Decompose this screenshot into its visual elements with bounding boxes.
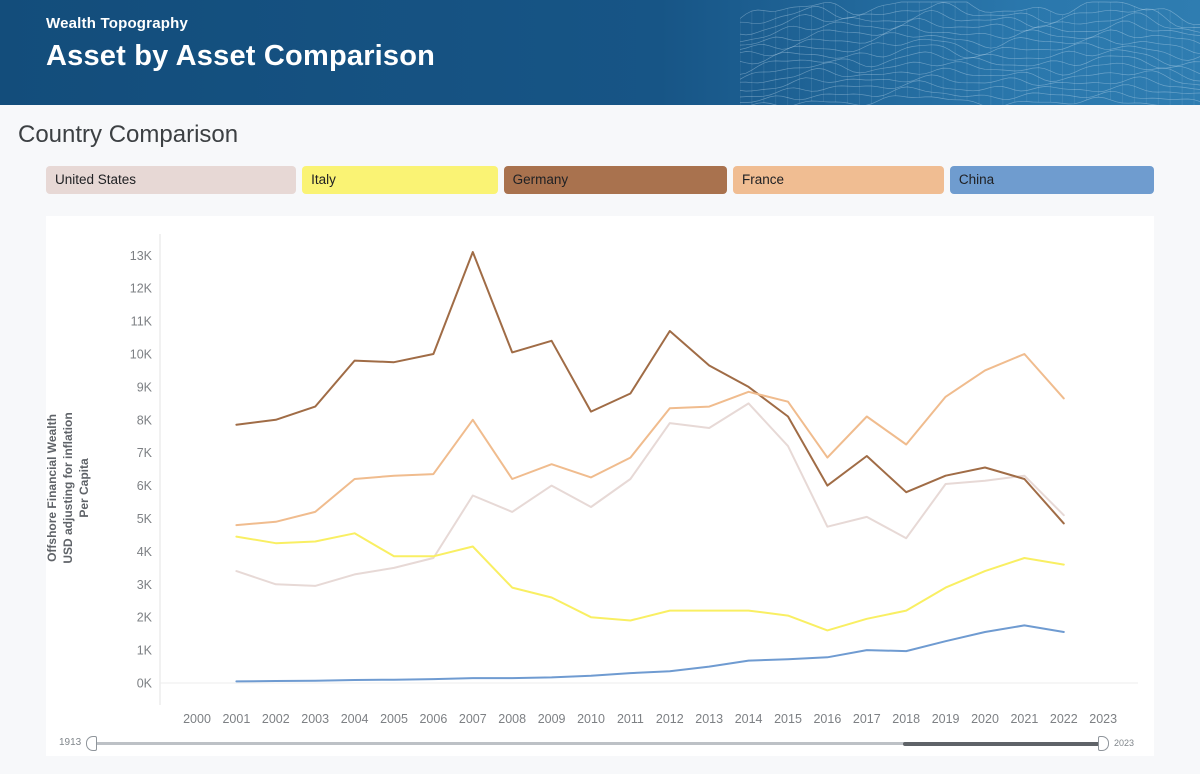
x-tick-label: 2018 bbox=[892, 712, 920, 726]
x-tick-label: 2022 bbox=[1050, 712, 1078, 726]
y-tick-label: 7K bbox=[137, 446, 153, 460]
page-title: Asset by Asset Comparison bbox=[46, 40, 436, 72]
y-tick-label: 1K bbox=[137, 644, 153, 658]
x-tick-label: 2017 bbox=[853, 712, 881, 726]
country-legend: United States Italy Germany France China bbox=[46, 166, 1155, 194]
x-tick-label: 2009 bbox=[538, 712, 566, 726]
x-tick-label: 2011 bbox=[617, 712, 644, 726]
header-text: Wealth Topography Asset by Asset Compari… bbox=[46, 15, 435, 73]
y-axis-title: Offshore Financial Wealth USD adjusting f… bbox=[46, 412, 91, 563]
slider-max-label: 2023 bbox=[1114, 738, 1135, 748]
y-tick-label: 0K bbox=[137, 677, 153, 691]
legend-chip-germany[interactable]: Germany bbox=[503, 166, 727, 194]
legend-chip-china[interactable]: China bbox=[949, 166, 1155, 194]
y-tick-label: 5K bbox=[137, 512, 153, 526]
x-tick-label: 2001 bbox=[222, 712, 250, 726]
section-title: Country Comparison bbox=[18, 121, 239, 148]
slider-handle-min[interactable] bbox=[86, 736, 97, 751]
slider-track[interactable] bbox=[96, 742, 1104, 745]
app-title: Wealth Topography bbox=[46, 15, 189, 32]
x-tick-label: 2015 bbox=[774, 712, 802, 726]
y-tick-label: 4K bbox=[137, 545, 153, 559]
legend-chip-united-states[interactable]: United States bbox=[46, 166, 297, 194]
legend-chip-france[interactable]: France bbox=[732, 166, 944, 194]
y-tick-label: 12K bbox=[130, 282, 153, 296]
x-tick-label: 2008 bbox=[498, 712, 526, 726]
series-line-united-states bbox=[235, 402, 1065, 587]
y-tick-label: 6K bbox=[137, 479, 153, 493]
x-tick-label: 2002 bbox=[262, 712, 290, 726]
x-tick-label: 2007 bbox=[459, 712, 487, 726]
x-tick-label: 2012 bbox=[656, 712, 684, 726]
line-chart: 0K 1K 2K 3K 4K 5K 6K 7K 8K 9K 10K 11K 12K 13K 2000 2001… bbox=[46, 234, 1138, 726]
x-tick-label: 2010 bbox=[577, 712, 605, 726]
y-tick-label: 10K bbox=[130, 348, 153, 362]
slider-handle-max[interactable] bbox=[1098, 736, 1109, 751]
x-tick-label: 2020 bbox=[971, 712, 999, 726]
year-range-slider: 1913 2023 bbox=[46, 731, 1154, 756]
y-tick-label: 8K bbox=[137, 413, 153, 427]
x-tick-label: 2019 bbox=[932, 712, 960, 726]
x-tick-label: 2016 bbox=[813, 712, 841, 726]
x-tick-label: 2014 bbox=[735, 712, 763, 726]
series-line-italy bbox=[235, 532, 1065, 632]
x-tick-label: 2004 bbox=[341, 712, 369, 726]
y-tick-label: 2K bbox=[137, 611, 153, 625]
y-tick-label: 9K bbox=[137, 380, 153, 394]
x-tick-label: 2006 bbox=[419, 712, 447, 726]
y-tick-label: 3K bbox=[137, 578, 153, 592]
x-tick-label: 2005 bbox=[380, 712, 408, 726]
y-tick-label: 11K bbox=[131, 315, 153, 329]
wireframe-terrain-graphic bbox=[740, 1, 1200, 105]
y-tick-label: 13K bbox=[130, 249, 153, 263]
series-line-china bbox=[235, 624, 1065, 683]
app-header: Wealth Topography Asset by Asset Compari… bbox=[0, 0, 1200, 105]
chart-card: 0K 1K 2K 3K 4K 5K 6K 7K 8K 9K 10K 11K 12K 13K 2000 2001… bbox=[46, 216, 1154, 756]
legend-chip-italy[interactable]: Italy bbox=[302, 166, 498, 194]
x-tick-label: 2003 bbox=[301, 712, 329, 726]
slider-min-label: 1913 bbox=[59, 737, 82, 748]
x-tick-label: 2000 bbox=[183, 712, 211, 726]
series-line-france bbox=[235, 353, 1065, 527]
x-tick-label: 2013 bbox=[695, 712, 723, 726]
x-tick-label: 2023 bbox=[1089, 712, 1117, 726]
slider-selected-range[interactable] bbox=[903, 741, 1100, 746]
x-tick-label: 2021 bbox=[1010, 712, 1038, 726]
series-line-germany bbox=[235, 251, 1065, 525]
